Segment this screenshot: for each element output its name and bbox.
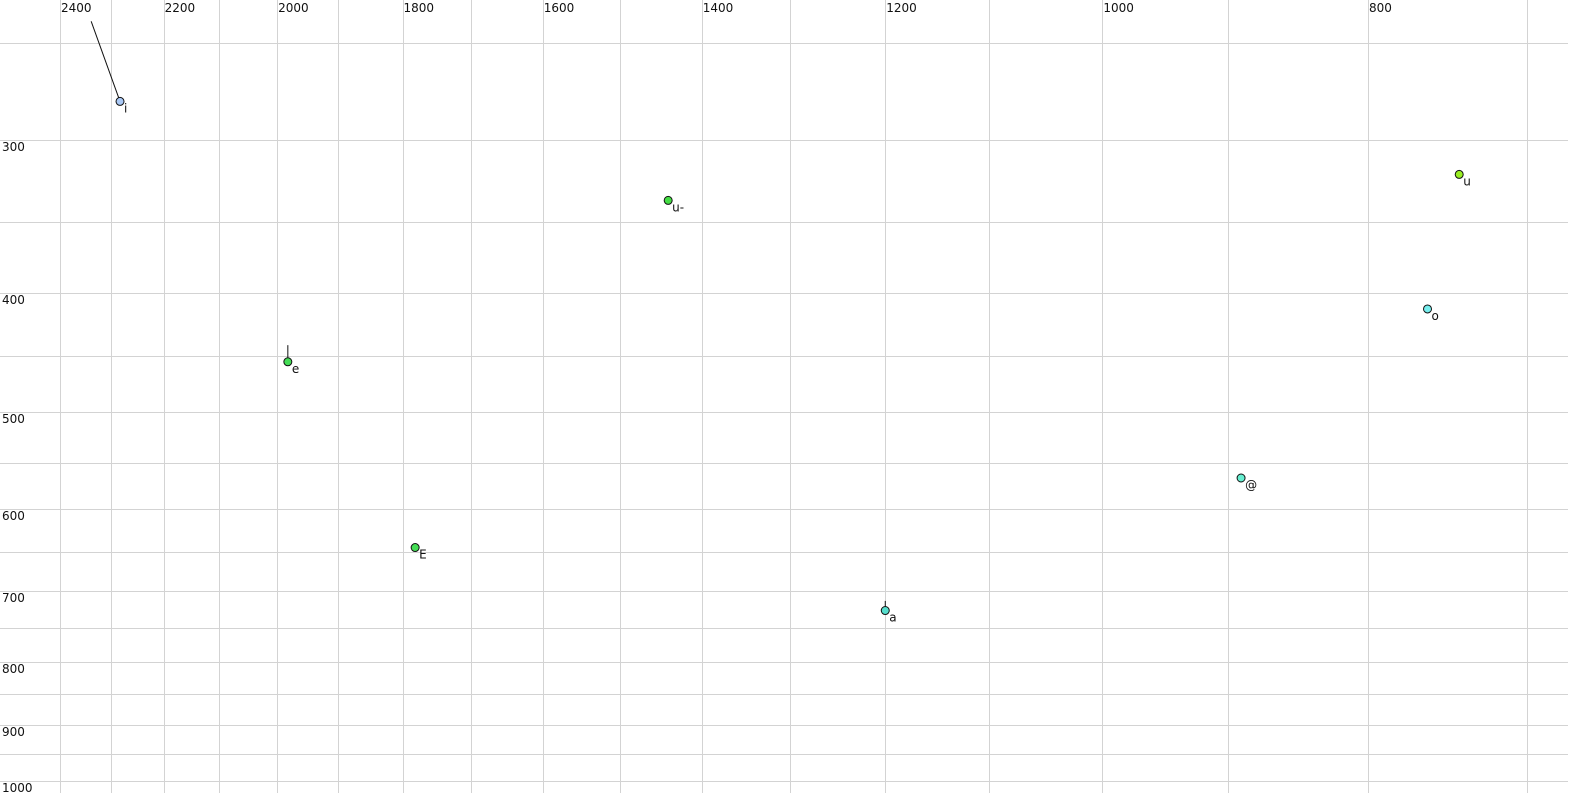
vowel-point-1: e xyxy=(283,345,299,376)
vowel-point-2: E xyxy=(410,543,427,562)
tick-labels: 2400 2200 2000 1800 1600 1400 1200 1000 800 300 40… xyxy=(2,1,1392,795)
y-tick-label: 1000 xyxy=(2,781,33,795)
data-point-marker xyxy=(115,96,125,106)
y-tick-label: 300 xyxy=(2,140,25,154)
x-tick-label: 1600 xyxy=(544,1,575,15)
x-tick-label: 1200 xyxy=(886,1,917,15)
vowel-label: u- xyxy=(672,200,684,214)
data-point-marker xyxy=(880,606,890,616)
x-tick-label: 1000 xyxy=(1103,1,1134,15)
x-tick-label: 2200 xyxy=(165,1,196,15)
vowel-point-0: i xyxy=(90,21,127,115)
y-tick-label: 600 xyxy=(2,509,25,523)
vowel-label: a xyxy=(889,611,896,625)
y-tick-label: 400 xyxy=(2,293,25,307)
x-tick-label: 1400 xyxy=(703,1,734,15)
data-point-marker xyxy=(283,357,293,367)
y-tick-label: 800 xyxy=(2,662,25,676)
data-points: i e Eu-a @ o u xyxy=(90,21,1471,625)
vowel-point-6: o xyxy=(1423,304,1439,323)
vowel-label: e xyxy=(292,362,299,376)
data-point-marker xyxy=(1423,304,1433,314)
y-tick-label: 900 xyxy=(2,725,25,739)
vowel-label: E xyxy=(419,548,427,562)
data-point-marker xyxy=(410,543,420,553)
vowel-point-7: u xyxy=(1454,169,1471,188)
data-point-marker xyxy=(1236,473,1246,483)
formant-trail xyxy=(90,21,121,102)
vowel-label: i xyxy=(124,101,127,115)
x-tick-label: 2400 xyxy=(61,1,92,15)
vowel-label: o xyxy=(1432,309,1439,323)
y-tick-label: 700 xyxy=(2,591,25,605)
vowel-point-4: a xyxy=(880,600,897,625)
x-tick-label: 800 xyxy=(1369,1,1392,15)
vowel-label: @ xyxy=(1245,478,1257,492)
vowel-label: u xyxy=(1463,174,1471,188)
data-point-marker xyxy=(1454,169,1464,179)
x-tick-label: 2000 xyxy=(278,1,309,15)
vowel-point-3: u- xyxy=(663,195,684,214)
y-tick-label: 500 xyxy=(2,412,25,426)
x-tick-label: 1800 xyxy=(404,1,435,15)
data-point-marker xyxy=(663,195,673,205)
vowel-point-5: @ xyxy=(1236,473,1257,492)
